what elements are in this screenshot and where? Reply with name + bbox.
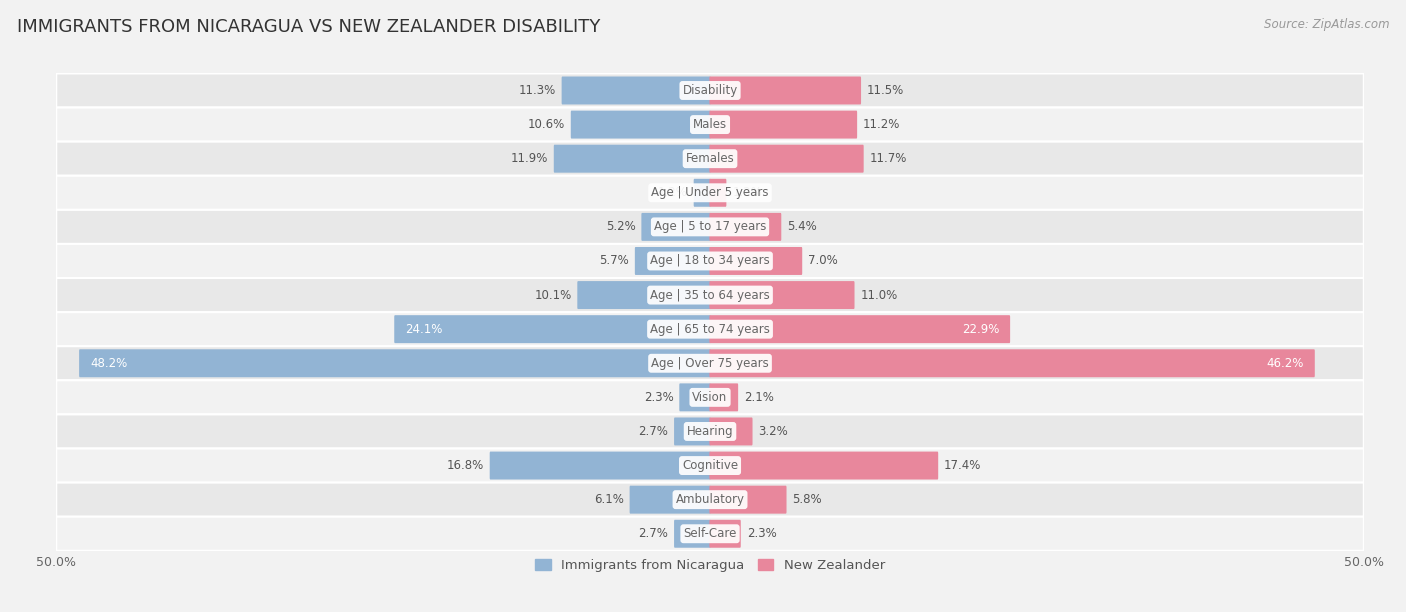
FancyBboxPatch shape [710,417,752,446]
FancyBboxPatch shape [710,76,860,105]
FancyBboxPatch shape [630,486,710,513]
FancyBboxPatch shape [56,73,1364,108]
FancyBboxPatch shape [56,210,1364,244]
Text: Ambulatory: Ambulatory [675,493,745,506]
Text: 10.6%: 10.6% [527,118,565,131]
FancyBboxPatch shape [710,213,782,241]
Legend: Immigrants from Nicaragua, New Zealander: Immigrants from Nicaragua, New Zealander [530,554,890,578]
FancyBboxPatch shape [56,312,1364,346]
FancyBboxPatch shape [710,179,727,207]
Text: Cognitive: Cognitive [682,459,738,472]
FancyBboxPatch shape [710,349,1315,377]
Text: Hearing: Hearing [686,425,734,438]
Text: 1.2%: 1.2% [658,186,688,200]
FancyBboxPatch shape [679,383,710,411]
FancyBboxPatch shape [636,247,710,275]
FancyBboxPatch shape [56,449,1364,483]
Text: 2.3%: 2.3% [644,391,673,404]
FancyBboxPatch shape [693,179,710,207]
Text: Females: Females [686,152,734,165]
FancyBboxPatch shape [56,244,1364,278]
FancyBboxPatch shape [56,278,1364,312]
FancyBboxPatch shape [571,111,710,138]
Text: 5.8%: 5.8% [793,493,823,506]
Text: 3.2%: 3.2% [758,425,789,438]
FancyBboxPatch shape [710,111,858,138]
FancyBboxPatch shape [56,141,1364,176]
Text: Age | 35 to 64 years: Age | 35 to 64 years [650,289,770,302]
FancyBboxPatch shape [710,144,863,173]
Text: Disability: Disability [682,84,738,97]
Text: 5.2%: 5.2% [606,220,636,233]
Text: 11.7%: 11.7% [869,152,907,165]
FancyBboxPatch shape [710,486,786,513]
FancyBboxPatch shape [673,417,710,446]
Text: 6.1%: 6.1% [593,493,624,506]
Text: 11.9%: 11.9% [510,152,548,165]
Text: Vision: Vision [692,391,728,404]
Text: 24.1%: 24.1% [405,323,443,335]
FancyBboxPatch shape [56,414,1364,449]
Text: 48.2%: 48.2% [90,357,128,370]
FancyBboxPatch shape [489,452,710,480]
Text: 10.1%: 10.1% [534,289,571,302]
FancyBboxPatch shape [710,281,855,309]
FancyBboxPatch shape [710,452,938,480]
Text: Age | 65 to 74 years: Age | 65 to 74 years [650,323,770,335]
Text: 5.4%: 5.4% [787,220,817,233]
FancyBboxPatch shape [56,483,1364,517]
Text: 1.2%: 1.2% [733,186,762,200]
Text: 17.4%: 17.4% [943,459,981,472]
Text: Self-Care: Self-Care [683,528,737,540]
FancyBboxPatch shape [641,213,710,241]
Text: Age | 18 to 34 years: Age | 18 to 34 years [650,255,770,267]
FancyBboxPatch shape [710,383,738,411]
Text: 11.0%: 11.0% [860,289,897,302]
Text: 2.7%: 2.7% [638,425,668,438]
Text: 16.8%: 16.8% [447,459,484,472]
Text: 2.7%: 2.7% [638,528,668,540]
Text: Age | 5 to 17 years: Age | 5 to 17 years [654,220,766,233]
Text: 2.1%: 2.1% [744,391,773,404]
FancyBboxPatch shape [554,144,710,173]
Text: 11.5%: 11.5% [868,84,904,97]
FancyBboxPatch shape [578,281,710,309]
FancyBboxPatch shape [56,346,1364,380]
FancyBboxPatch shape [710,247,803,275]
FancyBboxPatch shape [561,76,710,105]
FancyBboxPatch shape [710,520,741,548]
FancyBboxPatch shape [394,315,710,343]
Text: Males: Males [693,118,727,131]
Text: Age | Under 5 years: Age | Under 5 years [651,186,769,200]
Text: 11.2%: 11.2% [863,118,900,131]
FancyBboxPatch shape [710,315,1010,343]
Text: Age | Over 75 years: Age | Over 75 years [651,357,769,370]
FancyBboxPatch shape [79,349,710,377]
FancyBboxPatch shape [56,517,1364,551]
FancyBboxPatch shape [56,176,1364,210]
Text: 5.7%: 5.7% [599,255,628,267]
Text: 11.3%: 11.3% [519,84,555,97]
Text: 2.3%: 2.3% [747,528,776,540]
FancyBboxPatch shape [56,108,1364,141]
Text: 7.0%: 7.0% [808,255,838,267]
Text: IMMIGRANTS FROM NICARAGUA VS NEW ZEALANDER DISABILITY: IMMIGRANTS FROM NICARAGUA VS NEW ZEALAND… [17,18,600,36]
Text: 22.9%: 22.9% [962,323,1000,335]
FancyBboxPatch shape [56,380,1364,414]
FancyBboxPatch shape [673,520,710,548]
Text: 46.2%: 46.2% [1267,357,1303,370]
Text: Source: ZipAtlas.com: Source: ZipAtlas.com [1264,18,1389,31]
